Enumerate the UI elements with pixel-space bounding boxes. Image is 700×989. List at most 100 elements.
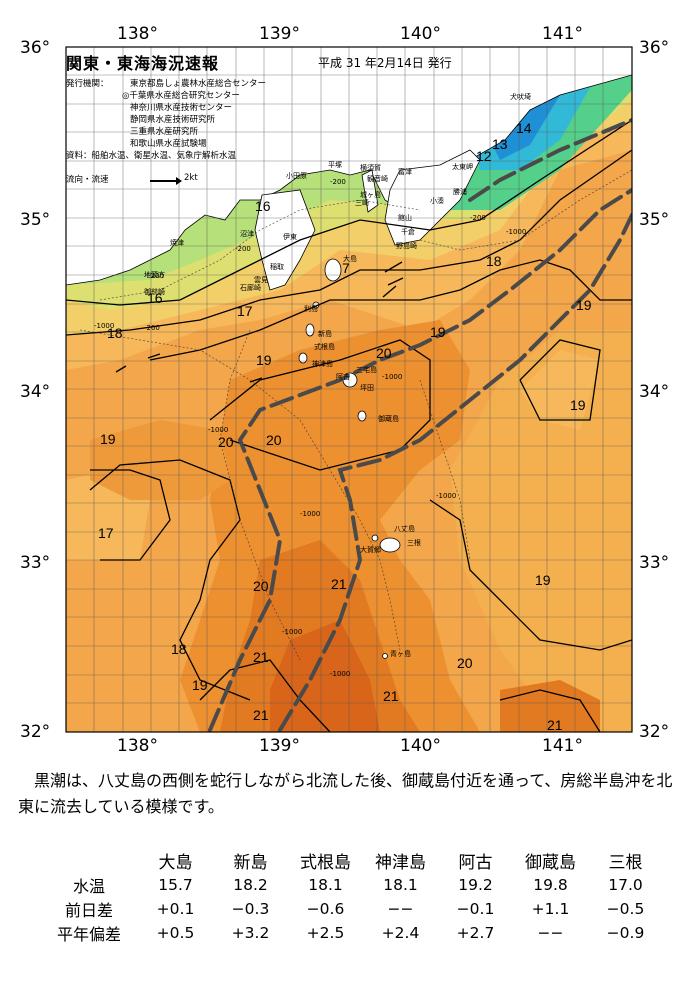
depth-label: -200: [330, 178, 346, 186]
description-text: 黒潮は、八丈島の西側を蛇行しながら北流した後、御蔵島付近を通って、房総半島沖を北…: [18, 771, 673, 816]
depth-label: -1000: [94, 322, 115, 330]
temp-label: 19: [535, 572, 551, 588]
depth-label: -1000: [300, 510, 321, 518]
temp-label: 20: [218, 434, 234, 450]
temp-label: 12: [476, 148, 492, 164]
temp-label: 19: [256, 352, 272, 368]
lat-label-32-right: 32°: [639, 722, 670, 742]
depth-label: -1000: [506, 228, 527, 236]
temp-label: 19: [430, 324, 446, 340]
issuer-2: ◎千葉県水産総合研究センター: [122, 91, 240, 101]
place-label: 式根島: [314, 343, 335, 351]
table-cell: +3.2: [231, 924, 270, 942]
place-label: 平塚: [328, 161, 342, 169]
place-label: 野島崎: [396, 242, 417, 250]
table-row: 平年偏差 +0.5 +3.2 +2.5 +2.4 +2.7 −− −0.9: [40, 921, 663, 945]
table-cell: +2.5: [306, 924, 345, 942]
sea-temperature-fill: [66, 47, 632, 732]
temp-label: 19: [576, 297, 592, 313]
table-cell: −0.3: [231, 900, 270, 918]
table-cell: +2.7: [456, 924, 495, 942]
table-cell: 18.1: [308, 876, 343, 894]
place-label: 青ヶ島: [390, 650, 411, 658]
temp-label: 20: [457, 655, 473, 671]
table-row: 前日差 +0.1 −0.3 −0.6 −− −0.1 +1.1 −0.5: [40, 897, 663, 921]
island-observation-table: 大島 新島 式根島 神津島 阿古 御蔵島 三根 水温 15.7 18.2 18.…: [40, 848, 663, 945]
temp-label: 17: [98, 525, 114, 541]
temp-label: 19: [570, 397, 586, 413]
temp-label: 18: [171, 641, 187, 657]
lon-label-140-bottom: 140°: [400, 736, 441, 756]
column-header: 式根島: [300, 853, 351, 873]
lat-label-36-right: 36°: [639, 38, 670, 58]
issuers-label: 発行機関：: [66, 79, 109, 89]
temp-label: 16: [147, 290, 163, 306]
table-header-row: 大島 新島 式根島 神津島 阿古 御蔵島 三根: [40, 848, 663, 873]
row-header: 前日差: [64, 901, 113, 920]
lat-label-33-right: 33°: [639, 553, 670, 573]
table-cell: +1.1: [531, 900, 570, 918]
temp-label: 20: [266, 432, 282, 448]
place-label: 沼津: [240, 230, 254, 238]
issuer-3: 神奈川県水産技術センター: [130, 103, 233, 113]
table-cell: −0.6: [306, 900, 345, 918]
temp-label: 21: [383, 688, 399, 704]
issuer-6: 和歌山県水産試験場: [130, 139, 207, 149]
place-label: 犬吠埼: [510, 93, 531, 101]
place-label: 阿古: [336, 373, 350, 381]
table-cell: −−: [387, 900, 414, 918]
depth-label: -1000: [330, 670, 351, 678]
place-label: 富津: [398, 168, 412, 176]
place-label: 小田原: [286, 172, 307, 180]
issuer-4: 静岡県水産技術研究所: [130, 115, 216, 125]
table-cell: +2.4: [381, 924, 420, 942]
temp-label: 21: [547, 717, 563, 733]
legend-arrow-icon: [150, 177, 182, 185]
publication-date: 平成 31 年2月14日 発行: [318, 56, 452, 70]
place-label: 城ヶ島: [360, 191, 381, 199]
place-label: 御蔵島: [378, 415, 399, 423]
temp-label: 7: [342, 260, 350, 276]
table-cell: 19.2: [458, 876, 493, 894]
temp-label: 20: [376, 345, 392, 361]
place-label: 神津島: [312, 360, 333, 368]
table-cell: 19.8: [533, 876, 568, 894]
data-sources: 資料：船舶水温、衛星水温、気象庁解析水温: [66, 151, 237, 161]
depth-label: -200: [235, 245, 251, 253]
table-cell: +0.1: [156, 900, 195, 918]
place-label: 勝浦: [453, 188, 467, 196]
table-cell: 18.1: [383, 876, 418, 894]
table-cell: 15.7: [158, 876, 193, 894]
column-header: 三根: [608, 853, 643, 873]
place-label: 大賀郷: [360, 546, 381, 554]
issuer-5: 三重県水産研究所: [130, 127, 199, 137]
place-label: 館山: [398, 214, 412, 222]
temp-label: 13: [492, 136, 508, 152]
table-cell: 17.0: [608, 876, 643, 894]
table-cell: −−: [537, 924, 564, 942]
ocean-temperature-map: 138° 139° 140° 141° 138° 139° 140° 141° …: [20, 24, 670, 756]
lon-label-140: 140°: [400, 24, 441, 44]
lat-label-34: 34°: [20, 382, 51, 402]
place-label: 稲取: [270, 263, 284, 271]
place-label: 地頭方: [144, 271, 165, 279]
column-header: 新島: [233, 853, 268, 873]
temp-label: 19: [100, 431, 116, 447]
lon-label-139: 139°: [259, 24, 300, 44]
temp-label: 21: [253, 707, 269, 723]
issuer-1: 東京都島しょ農林水産総合センター: [130, 79, 267, 89]
map-title: 関東・東海海況速報: [66, 54, 220, 73]
place-label: 伊東: [283, 233, 297, 241]
row-header: 水温: [72, 877, 105, 896]
place-label: 太東岬: [452, 163, 473, 171]
temp-label: 18: [107, 325, 123, 341]
lon-label-138: 138°: [117, 24, 158, 44]
depth-label: -1000: [382, 373, 403, 381]
temp-label: 17: [237, 303, 253, 319]
column-header: 大島: [158, 853, 193, 873]
temp-label: 21: [253, 649, 269, 665]
temp-label: 14: [516, 120, 532, 136]
depth-label: -200: [470, 214, 486, 222]
place-label: 御前崎: [144, 288, 165, 296]
depth-label: -1000: [208, 426, 229, 434]
